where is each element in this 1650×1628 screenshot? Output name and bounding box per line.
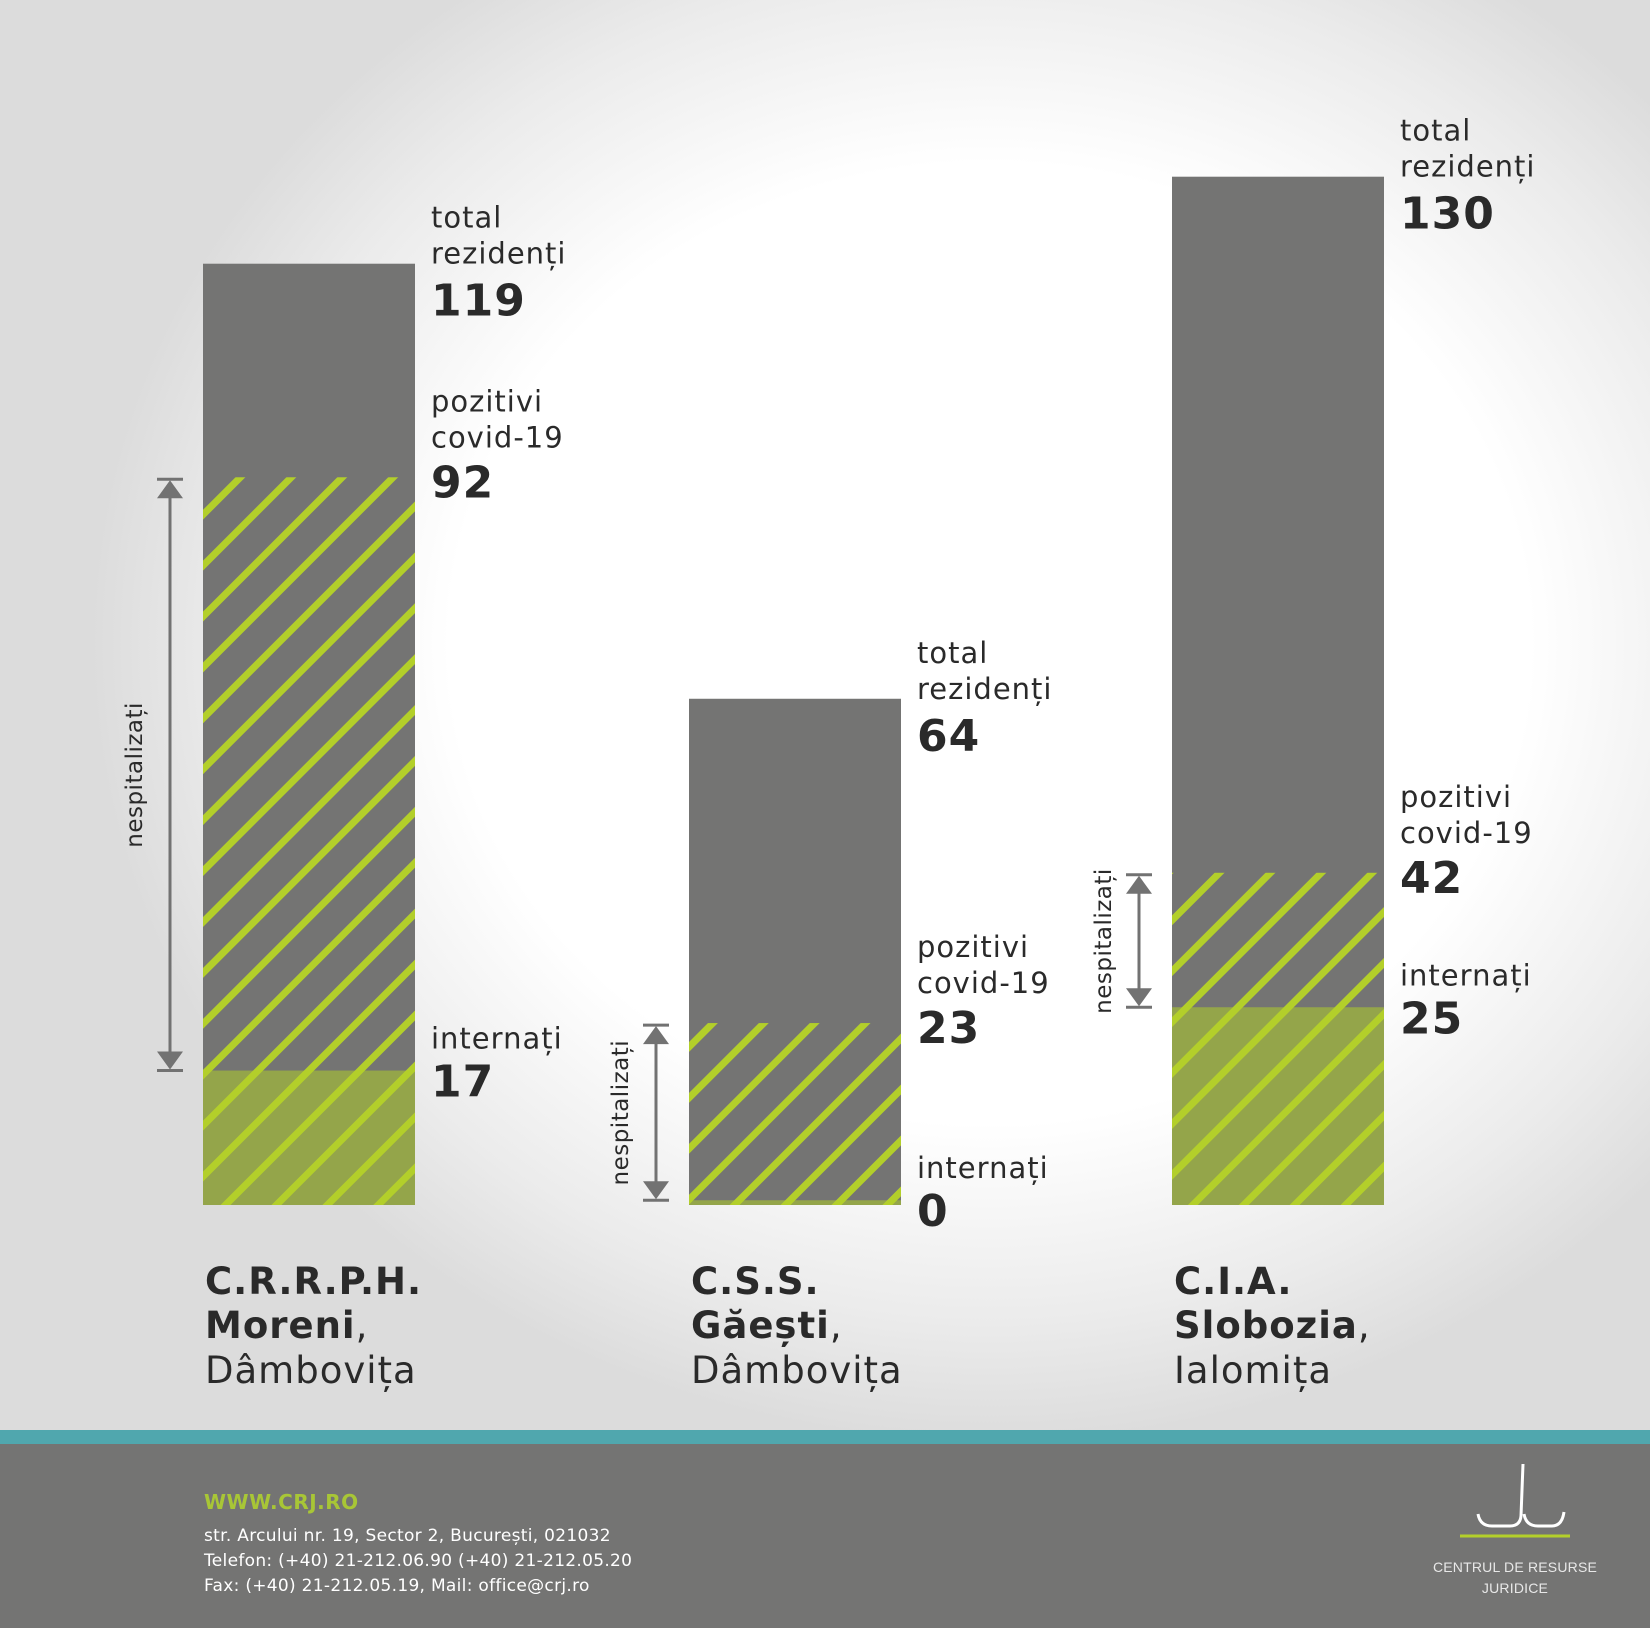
label-hospitalized: internați <box>431 1022 563 1056</box>
category-county: Dâmbovița <box>205 1349 417 1392</box>
arrow-head-up <box>157 480 183 499</box>
label-total-line2: rezidenți <box>917 672 1052 706</box>
fax-mail-text: Fax: (+40) 21-212.05.19, Mail: office@cr… <box>204 1576 590 1596</box>
footer: WWW.CRJ.RO str. Arcului nr. 19, Sector 2… <box>0 1430 1650 1628</box>
label-positive-line1: pozitivi <box>1400 780 1512 814</box>
arrow-head-down <box>157 1051 183 1070</box>
logo-caption-line2: JURIDICE <box>1481 1580 1549 1596</box>
crj-logo: CENTRUL DE RESURSE JURIDICE <box>1420 1463 1610 1614</box>
website-link[interactable]: WWW.CRJ.RO <box>204 1490 359 1514</box>
value-total: 119 <box>431 276 526 327</box>
phone-text: Telefon: (+40) 21-212.06.90 (+40) 21-212… <box>204 1551 633 1571</box>
category-city: Moreni, <box>205 1304 368 1347</box>
arrow-head-down <box>1126 988 1152 1007</box>
category-city: Găești, <box>691 1304 843 1347</box>
bar-chart: totalrezidenți119pozitivicovid-1992inter… <box>122 114 1535 1392</box>
category-city-comma: , <box>1358 1304 1371 1347</box>
label-positive-line1: pozitivi <box>431 384 543 418</box>
category-county: Dâmbovița <box>691 1349 903 1392</box>
category-city: Slobozia, <box>1174 1304 1371 1347</box>
value-hospitalized: 25 <box>1400 993 1463 1044</box>
category-name: C.I.A. <box>1174 1260 1292 1303</box>
label-positive-line1: pozitivi <box>917 930 1029 964</box>
label-total-line1: total <box>917 636 988 670</box>
label-positive-line2: covid-19 <box>917 966 1050 1000</box>
arrow-head-up <box>1126 875 1152 894</box>
value-total: 64 <box>917 711 980 762</box>
bar-positive-hatch <box>1172 872 1384 1205</box>
label-positive-line2: covid-19 <box>1400 816 1533 850</box>
logo-caption-line1: CENTRUL DE RESURSE <box>1432 1559 1598 1575</box>
category-city-comma: , <box>356 1304 369 1347</box>
category-name: C.R.R.P.H. <box>205 1260 422 1303</box>
value-positive: 23 <box>917 1003 980 1054</box>
label-not-hospitalized: nespitalizați <box>608 1040 634 1186</box>
value-positive: 92 <box>431 457 494 508</box>
value-positive: 42 <box>1400 853 1463 904</box>
label-not-hospitalized: nespitalizați <box>122 702 148 848</box>
label-total-line2: rezidenți <box>431 237 566 271</box>
label-positive-line2: covid-19 <box>431 420 564 454</box>
address-text: str. Arcului nr. 19, Sector 2, București… <box>204 1526 611 1546</box>
category-name: C.S.S. <box>691 1260 820 1303</box>
category-city-comma: , <box>830 1304 843 1347</box>
label-not-hospitalized: nespitalizați <box>1091 868 1117 1014</box>
category-county: Ialomița <box>1174 1349 1332 1392</box>
arrow-head-down <box>643 1181 669 1200</box>
label-total-line1: total <box>431 201 502 235</box>
label-total-line1: total <box>1400 114 1471 148</box>
label-total-line2: rezidenți <box>1400 150 1535 184</box>
bar-positive-hatch <box>203 477 415 1205</box>
label-hospitalized: internați <box>1400 958 1532 992</box>
arrow-head-up <box>643 1026 669 1045</box>
label-hospitalized: internați <box>917 1151 1049 1185</box>
crj-logo-icon <box>1460 1463 1570 1538</box>
bar-positive-hatch <box>689 1023 901 1205</box>
value-hospitalized: 0 <box>917 1186 949 1237</box>
value-total: 130 <box>1400 189 1495 240</box>
value-hospitalized: 17 <box>431 1057 494 1108</box>
